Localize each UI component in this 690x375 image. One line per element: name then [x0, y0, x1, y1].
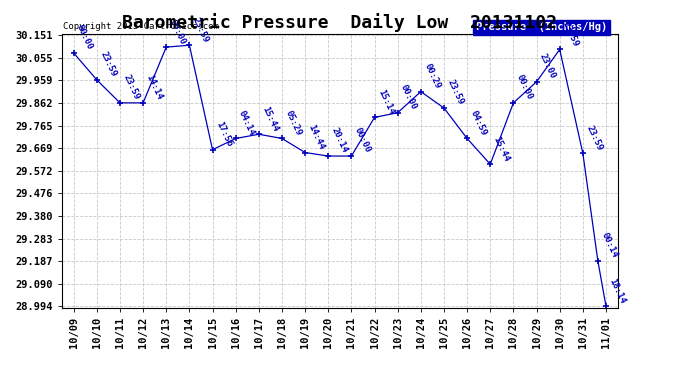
Text: Copyright 2013 Cartronics.com: Copyright 2013 Cartronics.com	[63, 22, 219, 31]
Text: 15:44: 15:44	[492, 135, 511, 163]
Text: 23:59: 23:59	[98, 50, 118, 78]
Text: 05:29: 05:29	[284, 109, 303, 137]
Text: 15:14: 15:14	[376, 88, 395, 116]
Text: 23:59: 23:59	[584, 124, 604, 152]
Text: 17:56: 17:56	[214, 120, 233, 148]
Text: 04:59: 04:59	[469, 109, 488, 137]
Title: Barometric Pressure  Daily Low  20131102: Barometric Pressure Daily Low 20131102	[122, 13, 558, 32]
Text: 14:14: 14:14	[144, 73, 164, 102]
Text: 00:14: 00:14	[600, 231, 619, 260]
Text: 00:00: 00:00	[515, 73, 534, 102]
Text: 04:14: 04:14	[237, 109, 257, 137]
Text: 00:00: 00:00	[75, 23, 95, 52]
Text: 00:00: 00:00	[168, 18, 187, 46]
Text: 15:44: 15:44	[260, 105, 279, 133]
Text: 23:59: 23:59	[561, 20, 580, 48]
Text: 00:00: 00:00	[399, 83, 419, 111]
Text: 23:59: 23:59	[190, 16, 210, 44]
Text: Pressure  (Inches/Hg): Pressure (Inches/Hg)	[476, 22, 607, 32]
Text: 14:44: 14:44	[306, 123, 326, 151]
Text: 23:00: 23:00	[538, 52, 558, 80]
Text: 00:00: 00:00	[353, 126, 373, 154]
Text: 00:29: 00:29	[422, 62, 442, 90]
Text: 23:59: 23:59	[121, 73, 141, 102]
Text: 20:14: 20:14	[330, 126, 349, 154]
Text: 18:14: 18:14	[607, 277, 627, 305]
Text: 23:59: 23:59	[445, 78, 465, 106]
